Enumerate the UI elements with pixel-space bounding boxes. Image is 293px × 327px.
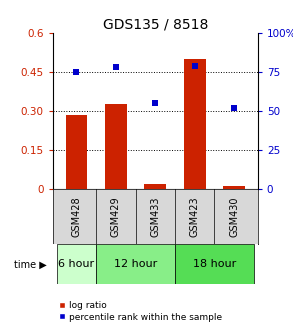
Bar [57, 244, 96, 284]
Bar [223, 186, 245, 189]
Point [232, 105, 236, 110]
Text: time ▶: time ▶ [14, 259, 47, 269]
Point [153, 100, 158, 106]
Bar [144, 183, 166, 189]
Bar [66, 115, 87, 189]
Bar [184, 59, 206, 189]
Text: GSM428: GSM428 [71, 196, 81, 237]
Bar [105, 104, 127, 189]
Text: GSM433: GSM433 [150, 196, 160, 237]
Legend: log ratio, percentile rank within the sample: log ratio, percentile rank within the sa… [57, 301, 223, 322]
Text: 6 hour: 6 hour [58, 259, 94, 269]
Point [193, 64, 197, 69]
Title: GDS135 / 8518: GDS135 / 8518 [103, 18, 208, 31]
Text: GSM423: GSM423 [190, 196, 200, 237]
Text: GSM430: GSM430 [229, 196, 239, 237]
Bar [175, 244, 254, 284]
Point [74, 69, 79, 74]
Bar [96, 244, 175, 284]
Point [113, 64, 118, 70]
Text: 12 hour: 12 hour [114, 259, 157, 269]
Text: 18 hour: 18 hour [193, 259, 236, 269]
Text: GSM429: GSM429 [111, 196, 121, 237]
